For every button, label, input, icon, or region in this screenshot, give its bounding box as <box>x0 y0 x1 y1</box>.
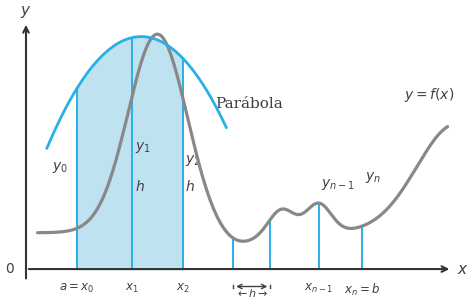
Text: $0$: $0$ <box>5 262 15 276</box>
Text: Parábola: Parábola <box>215 97 283 111</box>
Text: $y_{n-1}$: $y_{n-1}$ <box>321 177 355 192</box>
Text: $y_n$: $y_n$ <box>365 170 381 185</box>
Text: $x_n = b$: $x_n = b$ <box>344 282 380 299</box>
Text: $y$: $y$ <box>20 4 32 20</box>
Text: $h$: $h$ <box>185 179 195 194</box>
Text: $h$: $h$ <box>135 179 145 194</box>
Text: $x_1$: $x_1$ <box>125 282 139 295</box>
Text: $y_0$: $y_0$ <box>53 160 69 175</box>
Text: $\leftarrow h\rightarrow$: $\leftarrow h\rightarrow$ <box>235 287 269 299</box>
Text: $y_1$: $y_1$ <box>135 140 150 155</box>
Text: $y = f(x)$: $y = f(x)$ <box>404 86 454 104</box>
Text: $y_2$: $y_2$ <box>185 153 201 168</box>
Text: $a = x_0$: $a = x_0$ <box>59 282 94 295</box>
Text: $x_{n-1}$: $x_{n-1}$ <box>304 282 333 295</box>
Text: $x$: $x$ <box>457 261 468 277</box>
Text: $x_2$: $x_2$ <box>176 282 190 295</box>
